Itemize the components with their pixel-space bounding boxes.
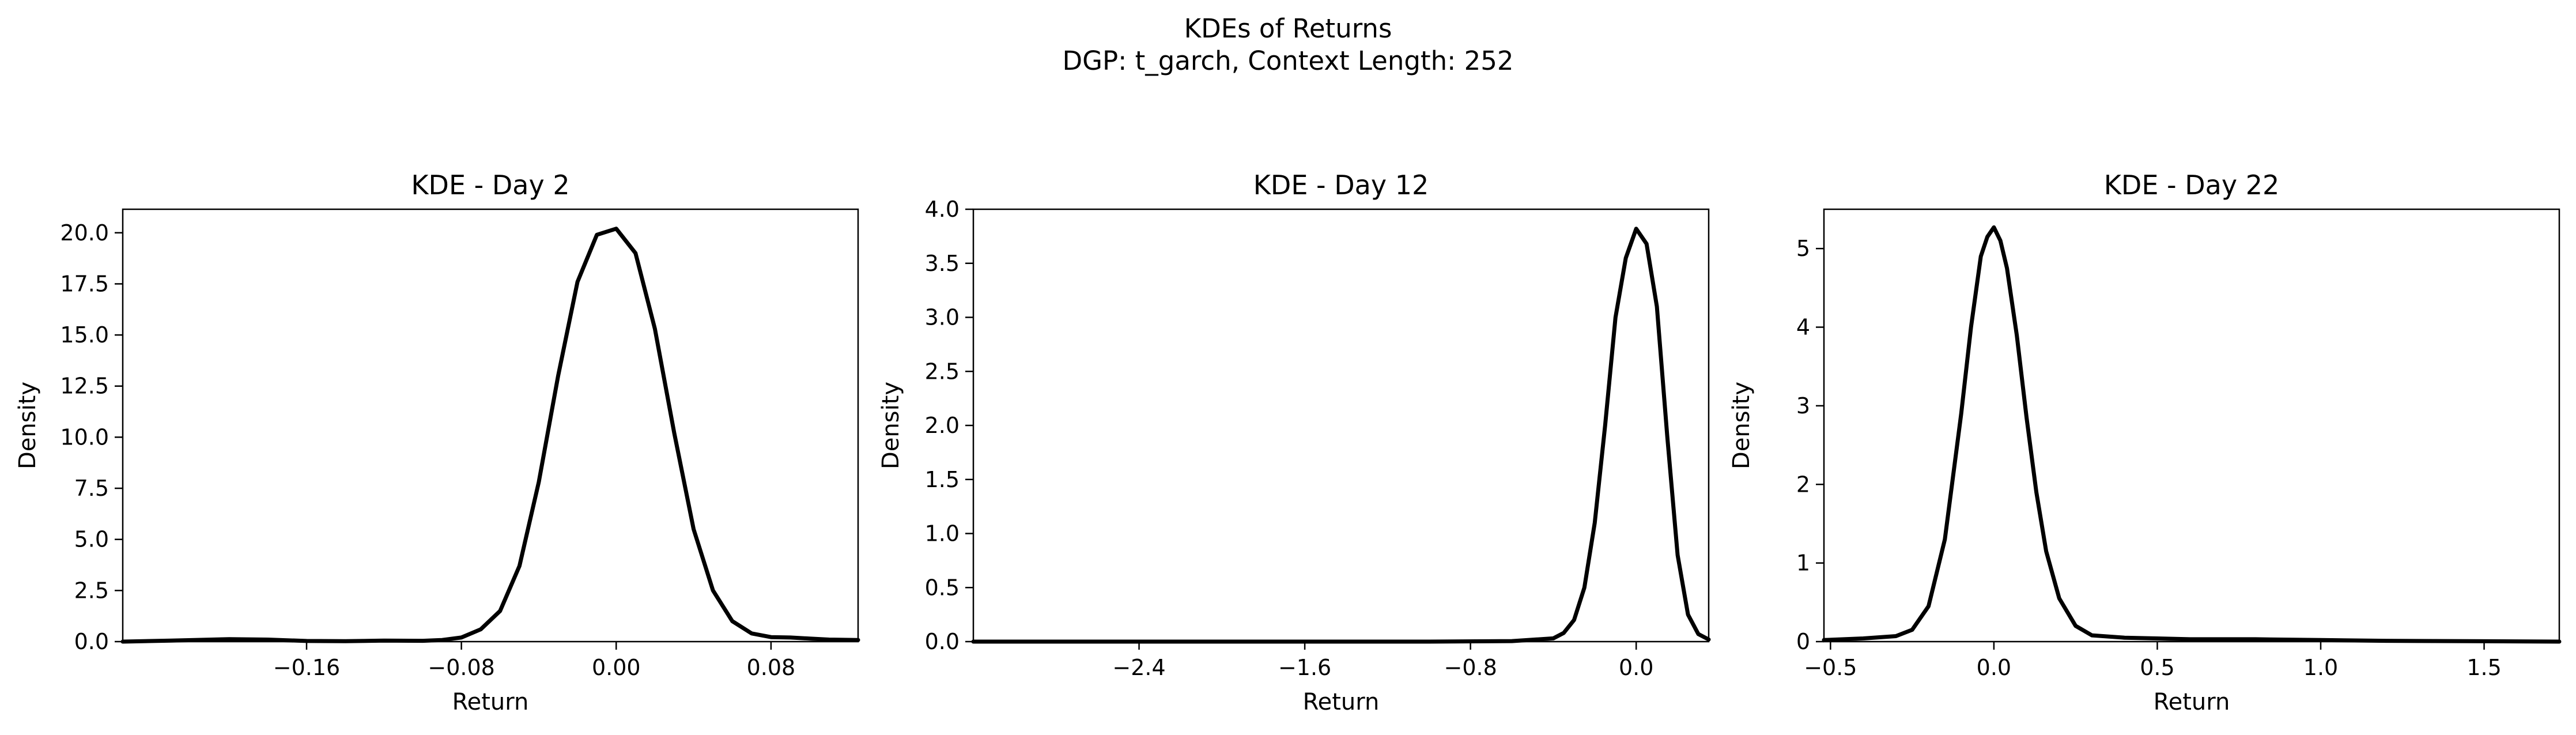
x-tick-label: 0.5: [2140, 655, 2174, 680]
y-tick-label: 1.0: [925, 521, 960, 546]
x-tick-label: 0.08: [747, 655, 796, 680]
y-tick-label: 0.0: [74, 629, 109, 654]
x-axis-label: Return: [2154, 689, 2230, 715]
y-tick-label: 7.5: [74, 476, 109, 501]
y-tick-label: 1: [1796, 551, 1810, 576]
axes-frame: [972, 208, 1710, 643]
figure-title: KDEs of Returns: [1184, 13, 1392, 44]
panel-title: KDE - Day 2: [411, 169, 569, 201]
y-tick-label: 10.0: [60, 424, 109, 450]
y-tick-label: 0.0: [925, 629, 960, 654]
y-tick-label: 12.5: [60, 374, 109, 399]
y-tick-label: 0: [1796, 629, 1810, 654]
kde-line: [120, 227, 860, 644]
panel-title: KDE - Day 22: [2104, 169, 2279, 201]
y-tick-label: 17.5: [60, 271, 109, 296]
x-tick-label: −0.16: [273, 655, 340, 680]
x-tick-label: 1.0: [2303, 655, 2338, 680]
kde-line: [1822, 225, 2562, 644]
x-tick-label: 1.5: [2467, 655, 2501, 680]
y-axis-label: Density: [1728, 382, 1755, 469]
figure-subtitle: DGP: t_garch, Context Length: 252: [1062, 46, 1514, 76]
y-tick-label: 20.0: [60, 220, 109, 246]
axes-frame: [1823, 208, 2560, 643]
y-tick-label: 3.0: [925, 305, 960, 330]
x-axis-label: Return: [1303, 689, 1380, 715]
y-tick-label: 1.5: [925, 467, 960, 492]
y-tick-label: 2.0: [925, 413, 960, 438]
x-tick-label: −2.4: [1112, 655, 1165, 680]
x-tick-label: −0.08: [428, 655, 494, 680]
x-tick-label: −0.5: [1804, 655, 1857, 680]
y-axis-label: Density: [14, 382, 41, 469]
kde-line: [971, 227, 1711, 644]
axes-frame: [122, 208, 859, 643]
y-axis-label: Density: [878, 382, 904, 469]
x-tick-label: 0.0: [1619, 655, 1653, 680]
y-tick-label: 15.0: [60, 322, 109, 348]
y-tick-label: 4.0: [925, 197, 960, 222]
x-tick-label: 0.0: [1977, 655, 2011, 680]
y-tick-label: 3.5: [925, 251, 960, 276]
y-tick-label: 2.5: [925, 359, 960, 384]
y-tick-label: 0.5: [925, 575, 960, 600]
panel-title: KDE - Day 12: [1253, 169, 1429, 201]
y-tick-label: 4: [1796, 315, 1810, 340]
kde-panel-3: −0.5 0.0 0.5 1.0 1.5 0 1 2 3 4 5 KDE - Day 22 Return…: [1728, 169, 2562, 715]
x-tick-label: 0.00: [592, 655, 641, 680]
y-tick-label: 5.0: [74, 527, 109, 552]
y-tick-label: 5: [1796, 236, 1810, 261]
kde-panel-2: −2.4 −1.6 −0.8 0.0 0.0 0.5 1.0 1.5 2.0 2.5 3.0 3.5 4…: [878, 169, 1711, 715]
y-tick-label: 2.5: [74, 578, 109, 603]
kde-panel-1: −0.16 −0.08 0.00 0.08 0.0 2.5 5.0 7.5 10.0 12.5 15…: [14, 169, 860, 715]
y-tick-label: 3: [1796, 393, 1810, 419]
y-tick-label: 2: [1796, 472, 1810, 497]
x-tick-label: −1.6: [1278, 655, 1331, 680]
x-tick-label: −0.8: [1444, 655, 1497, 680]
x-axis-label: Return: [452, 689, 529, 715]
